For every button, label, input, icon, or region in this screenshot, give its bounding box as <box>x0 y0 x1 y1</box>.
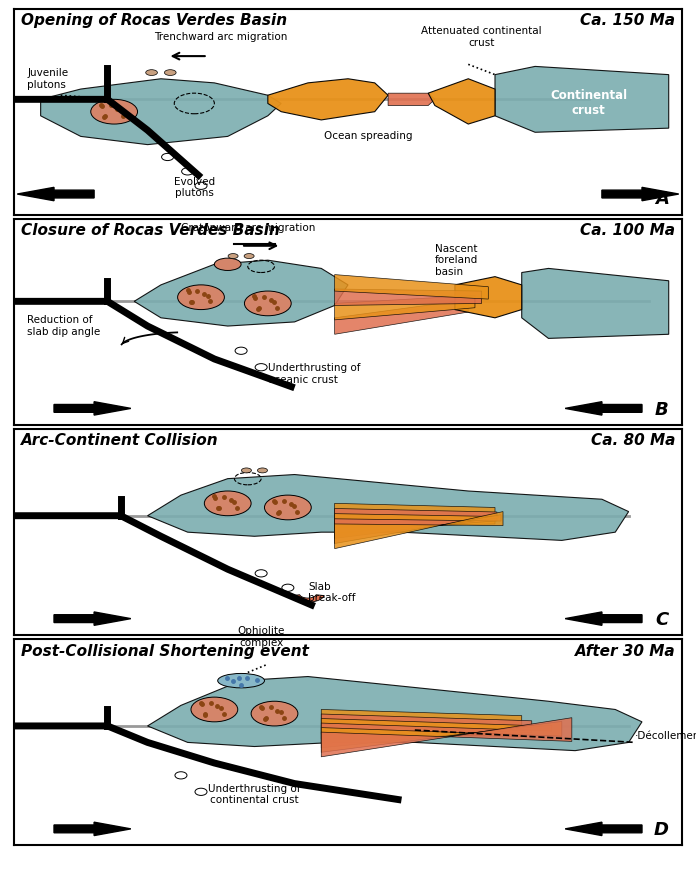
FancyArrow shape <box>54 402 131 415</box>
Ellipse shape <box>235 347 247 355</box>
Polygon shape <box>388 93 435 105</box>
Text: Trenchward arc migration: Trenchward arc migration <box>155 32 287 42</box>
Polygon shape <box>268 79 388 120</box>
Ellipse shape <box>244 253 254 258</box>
Polygon shape <box>455 277 522 318</box>
Polygon shape <box>322 710 522 736</box>
Text: After 30 Ma: After 30 Ma <box>575 644 675 659</box>
Text: Attenuated continental
crust: Attenuated continental crust <box>421 26 542 48</box>
Polygon shape <box>335 513 499 539</box>
Text: Opening of Rocas Verdes Basin: Opening of Rocas Verdes Basin <box>21 13 287 28</box>
Polygon shape <box>322 714 532 738</box>
Ellipse shape <box>182 168 193 175</box>
Polygon shape <box>134 260 348 326</box>
Ellipse shape <box>145 70 157 75</box>
Polygon shape <box>148 475 628 540</box>
Polygon shape <box>148 676 642 751</box>
Text: C: C <box>656 611 669 629</box>
Polygon shape <box>322 717 572 757</box>
Polygon shape <box>322 718 541 743</box>
Polygon shape <box>322 722 562 752</box>
Ellipse shape <box>90 99 138 124</box>
Polygon shape <box>292 595 324 602</box>
Polygon shape <box>335 300 468 335</box>
FancyArrow shape <box>565 402 642 415</box>
Ellipse shape <box>228 253 238 258</box>
Polygon shape <box>335 512 503 548</box>
Ellipse shape <box>244 291 291 315</box>
FancyArrow shape <box>17 187 94 201</box>
FancyArrow shape <box>54 612 131 625</box>
Polygon shape <box>495 67 669 132</box>
Text: Underthrusting of
continental crust: Underthrusting of continental crust <box>208 784 301 805</box>
Ellipse shape <box>205 491 251 516</box>
Polygon shape <box>335 508 497 533</box>
Ellipse shape <box>161 153 173 160</box>
Text: B: B <box>655 400 669 419</box>
Text: Nascent
foreland
basin: Nascent foreland basin <box>435 244 478 277</box>
Ellipse shape <box>164 70 176 75</box>
Polygon shape <box>335 274 489 299</box>
Polygon shape <box>335 515 501 543</box>
Ellipse shape <box>258 468 267 473</box>
FancyArrow shape <box>54 823 131 836</box>
Text: Ca. 150 Ma: Ca. 150 Ma <box>580 13 675 28</box>
Ellipse shape <box>282 584 294 591</box>
Polygon shape <box>335 295 475 320</box>
Ellipse shape <box>255 364 267 371</box>
Ellipse shape <box>242 468 251 473</box>
Polygon shape <box>335 289 482 306</box>
Text: Slab
break-off: Slab break-off <box>308 582 356 604</box>
Ellipse shape <box>195 182 207 189</box>
FancyArrow shape <box>565 612 642 625</box>
Ellipse shape <box>191 697 238 722</box>
Text: Ophiolite
complex: Ophiolite complex <box>237 626 285 647</box>
Text: Post-Collisional Shortening event: Post-Collisional Shortening event <box>21 644 308 659</box>
Polygon shape <box>522 268 669 338</box>
Ellipse shape <box>255 569 267 577</box>
Text: Cratonward arc migration: Cratonward arc migration <box>180 223 315 233</box>
Text: Ca. 100 Ma: Ca. 100 Ma <box>580 223 675 238</box>
Ellipse shape <box>175 772 187 779</box>
Ellipse shape <box>195 788 207 795</box>
Text: ·Décollement: ·Décollement <box>635 731 696 741</box>
Text: Juvenile
plutons: Juvenile plutons <box>27 68 68 89</box>
Text: Ca. 80 Ma: Ca. 80 Ma <box>591 434 675 449</box>
Ellipse shape <box>218 674 264 688</box>
Polygon shape <box>322 723 552 748</box>
Text: Evolved
plutons: Evolved plutons <box>174 177 215 198</box>
Text: D: D <box>654 821 669 839</box>
Ellipse shape <box>214 258 241 271</box>
Text: Ocean spreading: Ocean spreading <box>324 131 412 141</box>
Ellipse shape <box>251 701 298 726</box>
Text: Underthrusting of
oceanic crust: Underthrusting of oceanic crust <box>268 363 361 385</box>
Text: Closure of Rocas Verdes Basin: Closure of Rocas Verdes Basin <box>21 223 280 238</box>
Text: A: A <box>655 190 669 208</box>
Text: Reduction of
slab dip angle: Reduction of slab dip angle <box>27 315 100 337</box>
Polygon shape <box>40 79 281 145</box>
FancyArrow shape <box>602 187 679 201</box>
FancyArrow shape <box>565 823 642 836</box>
Ellipse shape <box>177 285 224 309</box>
Text: Continental
crust: Continental crust <box>550 89 627 117</box>
Ellipse shape <box>264 495 311 519</box>
Polygon shape <box>335 504 495 528</box>
Text: Arc-Continent Collision: Arc-Continent Collision <box>21 434 219 449</box>
Polygon shape <box>428 79 495 124</box>
